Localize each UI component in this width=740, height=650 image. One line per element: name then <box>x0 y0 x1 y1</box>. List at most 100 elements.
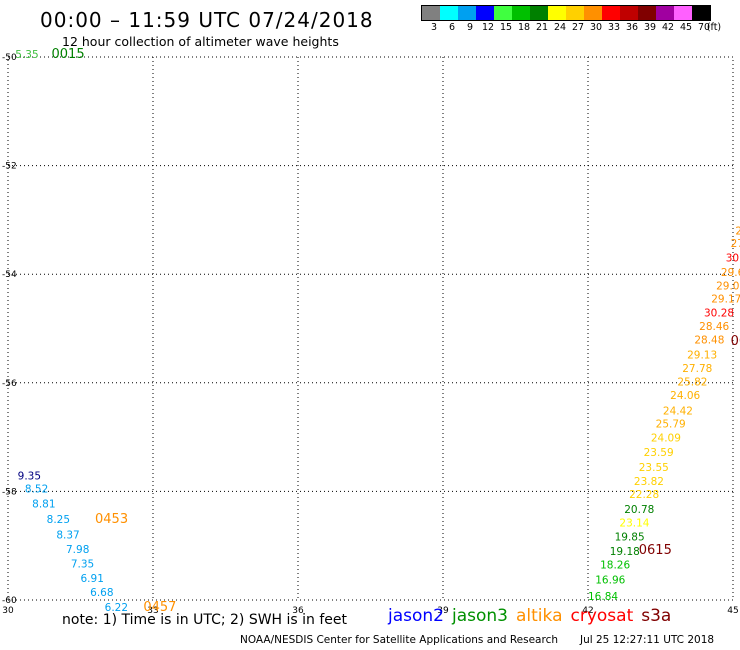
wave-height-label: 30.28 <box>704 308 734 320</box>
wave-height-label: 7.98 <box>66 544 89 556</box>
wave-height-label: 28.46 <box>699 321 729 333</box>
lat-tick-label: -50 <box>2 53 17 63</box>
map-frame <box>7 56 734 601</box>
satellite-cryosat: cryosat <box>570 606 634 626</box>
legend-label: 36 <box>625 22 639 33</box>
legend-swatch <box>440 6 458 20</box>
legend-swatch <box>494 6 512 20</box>
legend-label: 42 <box>661 22 675 33</box>
legend-label: 27 <box>571 22 585 33</box>
page-title: 00:00 – 11:59 UTC 07/24/2018 <box>40 8 374 32</box>
legend-label: 9 <box>466 22 474 33</box>
pass-time-label: 0453 <box>95 512 128 527</box>
wave-height-label: 25.79 <box>656 418 686 430</box>
wave-height-label: 29.13 <box>687 349 717 361</box>
wave-height-label: 23.55 <box>639 462 669 474</box>
wave-height-label: 8.37 <box>56 530 79 542</box>
legend-label: 12 <box>481 22 495 33</box>
wave-height-label: 16.84 <box>588 591 618 603</box>
wave-height-label: 28.18 <box>735 226 740 238</box>
legend-swatch <box>548 6 566 20</box>
wave-height-label: 16.96 <box>595 575 625 587</box>
legend-swatch <box>656 6 674 20</box>
wave-height-label: 29.68 <box>721 267 740 279</box>
generated-timestamp: Jul 25 12:27:11 UTC 2018 <box>580 634 715 646</box>
lon-tick-label: 30 <box>2 606 14 616</box>
satellite-jason3: jason3 <box>452 606 508 626</box>
wave-height-label: 27.89 <box>731 238 740 250</box>
wave-height-label: 20.78 <box>624 504 654 516</box>
wave-height-label: 29.04 <box>716 280 740 292</box>
legend-label: 21 <box>535 22 549 33</box>
legend-swatch <box>422 6 440 20</box>
lat-tick-label: -52 <box>2 162 17 172</box>
legend-label: 39 <box>643 22 657 33</box>
legend-label: 15 <box>499 22 513 33</box>
pass-time-label: 0615 <box>639 543 672 558</box>
wave-height-label: 23.14 <box>619 518 649 530</box>
lon-tick-label: 39 <box>437 606 449 616</box>
lon-tick-label: 36 <box>292 606 304 616</box>
credit-text: NOAA/NESDIS Center for Satellite Applica… <box>240 634 558 646</box>
legend-unit: (ft) <box>706 22 722 33</box>
wave-height-label: 28.48 <box>694 335 724 347</box>
wave-height-label: 23.82 <box>634 476 664 488</box>
legend-swatch <box>566 6 584 20</box>
wave-height-label: 22.28 <box>629 489 659 501</box>
page-subtitle: 12 hour collection of altimeter wave hei… <box>62 34 339 49</box>
wave-height-label: 19.18 <box>610 546 640 558</box>
legend-swatch <box>674 6 692 20</box>
satellite-s3a: s3a <box>641 606 672 626</box>
pass-time-label: 0614 <box>731 334 740 349</box>
legend-swatch <box>602 6 620 20</box>
pass-time-label: 0015 <box>52 47 85 62</box>
color-legend <box>421 5 711 21</box>
satellite-legend: jason2 jason3 altika cryosat s3a <box>388 606 679 626</box>
satellite-altika: altika <box>516 606 563 626</box>
wave-height-label: 6.68 <box>90 587 113 599</box>
wave-height-label: 9.35 <box>18 470 41 482</box>
lat-tick-label: -58 <box>2 487 17 497</box>
footer-note: note: 1) Time is in UTC; 2) SWH is in fe… <box>62 612 348 628</box>
legend-label: 6 <box>448 22 456 33</box>
footer-credit: NOAA/NESDIS Center for Satellite Applica… <box>240 634 714 646</box>
legend-label: 3 <box>430 22 438 33</box>
wave-height-label: 19.85 <box>615 531 645 543</box>
wave-height-label: 24.42 <box>663 405 693 417</box>
pass-time-label: 0457 <box>143 600 176 615</box>
wave-height-label: 8.81 <box>32 499 55 511</box>
legend-swatch <box>476 6 494 20</box>
lon-tick-label: 45 <box>727 606 738 616</box>
satellite-jason2: jason2 <box>388 606 444 626</box>
legend-label: 70 <box>697 22 711 33</box>
lat-tick-label: -60 <box>2 596 17 606</box>
legend-label: 33 <box>607 22 621 33</box>
legend-swatch <box>584 6 602 20</box>
lon-tick-label: 42 <box>582 606 593 616</box>
wave-height-label: 8.52 <box>25 483 48 495</box>
wave-height-label: 6.22 <box>105 602 128 614</box>
legend-swatch <box>638 6 656 20</box>
wave-height-label: 24.06 <box>670 390 700 402</box>
legend-swatch <box>458 6 476 20</box>
lat-tick-label: -54 <box>2 270 17 280</box>
wave-height-label: 29.17 <box>711 293 740 305</box>
wave-height-label: 6.91 <box>81 573 104 585</box>
wave-height-label: 24.09 <box>651 432 681 444</box>
wave-height-label: 30.40 <box>726 253 740 265</box>
wave-height-label: 7.35 <box>71 558 94 570</box>
wave-height-label: 5.35 <box>15 49 38 61</box>
lat-tick-label: -56 <box>2 379 17 389</box>
legend-label: 30 <box>589 22 603 33</box>
legend-swatch <box>620 6 638 20</box>
legend-label: 45 <box>679 22 693 33</box>
legend-label: 18 <box>517 22 531 33</box>
wave-height-label: 18.26 <box>600 560 630 572</box>
wave-height-label: 25.82 <box>677 377 707 389</box>
legend-swatch <box>692 6 710 20</box>
wave-height-label: 8.25 <box>47 514 70 526</box>
legend-label: 24 <box>553 22 567 33</box>
wave-height-label: 23.59 <box>644 447 674 459</box>
wave-height-label: 27.78 <box>682 363 712 375</box>
